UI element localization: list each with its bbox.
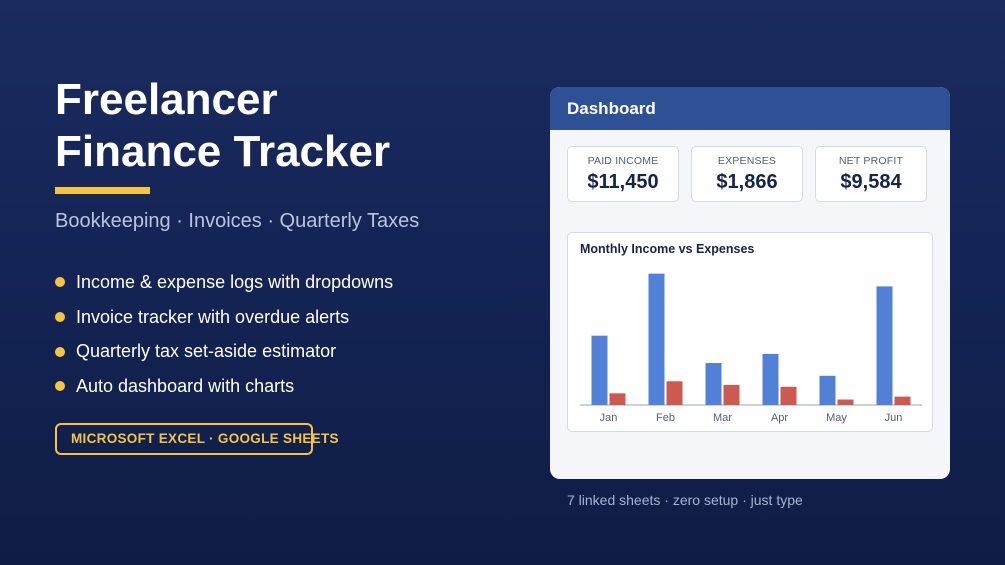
feature-list: Income & expense logs with dropdowns Inv… [55,265,393,404]
x-tick-label: Mar [713,412,732,424]
platform-badge [55,423,313,455]
feature-item: Invoice tracker with overdue alerts [55,300,393,335]
kpi-card-expenses: EXPENSES $1,866 [691,146,803,202]
bullet-dot-icon [55,312,65,323]
hero-title: Freelancer Finance Tracker [55,74,390,178]
feature-text: Quarterly tax set-aside estimator [76,341,337,362]
footer-note: 7 linked sheets · zero setup · just type [567,492,803,508]
bar-chart: Jan Feb Mar Apr May Jun [580,273,922,424]
kpi-label: NET PROFIT [838,155,904,167]
income-bar [591,335,608,405]
income-bar [648,273,665,405]
feature-text: Income & expense logs with dropdowns [76,271,394,292]
expense-bar [666,381,683,405]
x-tick-label: Feb [656,412,675,424]
hero-subtitle: Bookkeeping · Invoices · Quarterly Taxes [55,210,420,232]
x-tick-label: Apr [771,412,788,424]
income-bar [876,286,893,405]
kpi-card-paid-income: PAID INCOME $11,450 [567,146,679,202]
expense-bar [723,384,740,405]
kpi-label: EXPENSES [717,155,777,167]
income-bar [705,363,722,405]
bullet-dot-icon [55,346,65,357]
x-tick-label: May [826,412,847,424]
bullet-dot-icon [55,277,65,288]
kpi-value: $1,866 [716,171,778,193]
kpi-label: PAID INCOME [587,155,659,167]
feature-text: Auto dashboard with charts [76,375,295,396]
x-tick-label: Jun [885,412,903,424]
kpi-card-net-profit: NET PROFIT $9,584 [815,146,927,202]
expense-bar [837,399,854,405]
chart-title: Monthly Income vs Expenses [580,242,755,256]
dashboard-title: Dashboard [550,87,950,130]
expense-bar [780,386,797,405]
dashboard-panel: Dashboard PAID INCOME $11,450 EXPENSES $… [550,87,950,479]
hero-title-line-2: Finance Tracker [55,127,391,176]
bullet-dot-icon [55,381,65,392]
hero-title-line-1: Freelancer [55,75,278,124]
expense-bar [609,393,626,405]
kpi-value: $11,450 [587,171,659,193]
kpi-value: $9,584 [840,171,902,193]
feature-text: Invoice tracker with overdue alerts [76,306,350,327]
x-tick-label: Jan [600,412,618,424]
feature-item: Quarterly tax set-aside estimator [55,334,393,369]
feature-item: Income & expense logs with dropdowns [55,265,393,300]
accent-underline [55,187,150,194]
income-bar [762,353,779,405]
expense-bar [894,396,911,405]
platform-label: MICROSOFT EXCEL · GOOGLE SHEETS [71,431,339,446]
chart-card: Jan Feb Mar Apr May Jun Monthly Income vs Exp… [567,232,933,432]
income-bar [819,375,836,405]
kpi-row: PAID INCOME $11,450 EXPENSES $1,866 NET … [567,146,927,202]
feature-item: Auto dashboard with charts [55,369,393,404]
